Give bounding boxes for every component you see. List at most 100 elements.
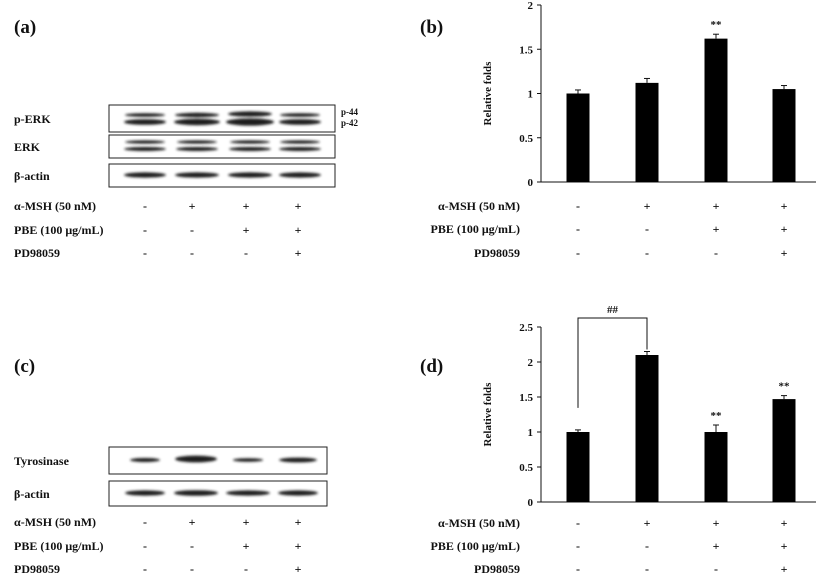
- band-actin-c-1: [125, 490, 165, 496]
- chart-d-bar-3: [772, 399, 796, 502]
- treatment-d-sign-1-1: -: [645, 539, 649, 553]
- chart-d-ytick-label-4: 2: [528, 357, 534, 369]
- band-perk-p44-3: [228, 111, 272, 117]
- treatment-b-label-0: α-MSH (50 nM): [438, 199, 520, 213]
- band-erk-lower-1: [124, 147, 166, 151]
- treatment-table-d: α-MSH (50 nM) - + + + PBE (100 μg/mL) - - + + PD98…: [431, 516, 788, 575]
- chart-b-ytick-label-4: 2: [528, 0, 534, 12]
- treatment-b-label-2: PD98059: [474, 246, 520, 260]
- treatment-c-sign-1-3: +: [295, 539, 302, 553]
- treatment-c-sign-2-2: -: [244, 562, 248, 575]
- band-actin-a-3: [228, 172, 272, 178]
- chart-d-ytick-label-5: 2.5: [519, 322, 533, 334]
- treatment-a-label-0: α-MSH (50 nM): [14, 199, 96, 213]
- treatment-d-label-0: α-MSH (50 nM): [438, 516, 520, 530]
- band-perk-p42-3: [226, 118, 274, 126]
- treatment-d-sign-2-0: -: [576, 562, 580, 575]
- treatment-c-sign-0-3: +: [295, 515, 302, 529]
- treatment-b-sign-1-2: +: [713, 222, 720, 236]
- treatment-c-label-0: α-MSH (50 nM): [14, 515, 96, 529]
- treatment-c-sign-2-3: +: [295, 562, 302, 575]
- treatment-a-sign-2-0: -: [143, 246, 147, 260]
- treatment-c-label-1: PBE (100 μg/mL): [14, 539, 103, 553]
- band-tyrosinase-1: [130, 458, 160, 462]
- chart-d-bar-2: [704, 432, 728, 502]
- treatment-b-sign-0-1: +: [644, 199, 651, 213]
- bar-chart-d: 0 0.5 1 1.5 2 2.5 Relative folds ** ** ##: [482, 304, 816, 509]
- panel-label-d: (d): [420, 356, 443, 377]
- band-erk-upper-2: [177, 140, 217, 144]
- blot-row-label-actin-c: β-actin: [14, 487, 50, 501]
- treatment-a-sign-0-2: +: [243, 199, 250, 213]
- band-tyrosinase-2: [175, 455, 217, 463]
- chart-b-ytick-label-3: 1.5: [519, 44, 533, 56]
- treatment-c-sign-1-2: +: [243, 539, 250, 553]
- treatment-d-sign-1-3: +: [781, 539, 788, 553]
- panel-label-b: (b): [420, 17, 443, 38]
- treatment-c-label-2: PD98059: [14, 562, 60, 575]
- chart-b-ytick-label-2: 1: [528, 89, 534, 101]
- chart-d-significance-bracket: [577, 317, 648, 408]
- treatment-table-c: α-MSH (50 nM) - + + + PBE (100 μg/mL) - - + + PD98…: [14, 515, 302, 575]
- bar-chart-b: 0 0.5 1 1.5 2 Relative folds **: [482, 0, 816, 189]
- treatment-d-label-1: PBE (100 μg/mL): [431, 539, 520, 553]
- treatment-b-sign-0-0: -: [576, 199, 580, 213]
- chart-b-ytick-label-1: 0.5: [519, 133, 533, 145]
- band-erk-lower-3: [229, 147, 271, 151]
- treatment-b-sign-1-1: -: [645, 222, 649, 236]
- treatment-d-sign-0-3: +: [781, 516, 788, 530]
- blot-row-label-perk: p-ERK: [14, 112, 51, 126]
- treatment-d-sign-0-0: -: [576, 516, 580, 530]
- blot-a: p-ERK ERK β-actin p-44 p-42: [14, 104, 359, 188]
- treatment-d-sign-2-2: -: [714, 562, 718, 575]
- band-erk-lower-4: [279, 147, 321, 151]
- treatment-a-label-2: PD98059: [14, 246, 60, 260]
- treatment-c-sign-2-0: -: [143, 562, 147, 575]
- treatment-a-sign-0-0: -: [143, 199, 147, 213]
- band-actin-a-2: [175, 172, 219, 178]
- chart-b-annotation-2: **: [711, 19, 723, 31]
- treatment-b-sign-2-2: -: [714, 246, 718, 260]
- band-erk-upper-3: [230, 140, 270, 144]
- chart-d-bar-1: [635, 355, 659, 502]
- band-erk-upper-1: [125, 140, 165, 144]
- blot-side-label-p42: p-42: [341, 118, 359, 128]
- treatment-a-sign-1-1: -: [190, 223, 194, 237]
- blot-side-label-p44: p-44: [341, 107, 359, 117]
- treatment-a-sign-0-3: +: [295, 199, 302, 213]
- treatment-table-a: α-MSH (50 nM) - + + + PBE (100 μg/mL) - - + + PD98…: [14, 199, 302, 260]
- band-erk-upper-4: [280, 140, 320, 144]
- chart-d-y-axis-label: Relative folds: [482, 382, 494, 447]
- band-tyrosinase-4: [279, 457, 317, 463]
- treatment-a-sign-0-1: +: [189, 199, 196, 213]
- band-actin-c-2: [174, 490, 218, 496]
- treatment-a-sign-1-2: +: [243, 223, 250, 237]
- treatment-table-b: α-MSH (50 nM) - + + + PBE (100 μg/mL) - - + + PD98…: [431, 199, 788, 260]
- chart-b-bar-2: [704, 38, 728, 182]
- blot-row-label-tyrosinase: Tyrosinase: [14, 454, 70, 468]
- band-actin-c-4: [278, 490, 318, 496]
- band-erk-lower-2: [176, 147, 218, 151]
- band-perk-p42-1: [124, 119, 166, 125]
- band-actin-a-4: [279, 172, 321, 178]
- treatment-c-sign-0-2: +: [243, 515, 250, 529]
- blot-c: Tyrosinase β-actin: [14, 446, 328, 507]
- treatment-a-sign-1-3: +: [295, 223, 302, 237]
- treatment-a-sign-2-3: +: [295, 246, 302, 260]
- chart-d-annotation-2: **: [711, 410, 723, 422]
- chart-d-annotation-3: **: [779, 381, 791, 393]
- treatment-b-sign-1-0: -: [576, 222, 580, 236]
- treatment-c-sign-0-1: +: [189, 515, 196, 529]
- treatment-a-sign-2-2: -: [244, 246, 248, 260]
- chart-b-bar-0: [566, 93, 590, 182]
- chart-d-ytick-label-0: 0: [528, 497, 534, 509]
- panel-label-a: (a): [14, 17, 36, 38]
- band-perk-p44-2: [175, 112, 219, 118]
- band-perk-p42-4: [279, 119, 321, 125]
- treatment-a-label-1: PBE (100 μg/mL): [14, 223, 103, 237]
- treatment-d-sign-2-3: +: [781, 562, 788, 575]
- treatment-d-label-2: PD98059: [474, 562, 520, 575]
- treatment-b-label-1: PBE (100 μg/mL): [431, 222, 520, 236]
- chart-b-bar-3: [772, 89, 796, 182]
- band-perk-p44-4: [280, 113, 320, 117]
